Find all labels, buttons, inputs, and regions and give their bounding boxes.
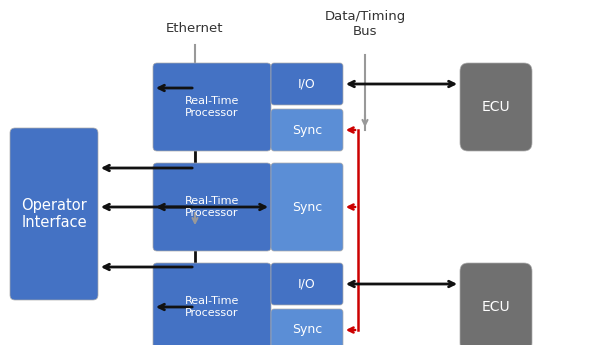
Text: ECU: ECU <box>482 100 510 114</box>
FancyBboxPatch shape <box>271 163 343 251</box>
FancyBboxPatch shape <box>460 263 532 345</box>
Text: Real-Time
Processor: Real-Time Processor <box>185 196 239 218</box>
Text: Sync: Sync <box>292 324 322 336</box>
FancyBboxPatch shape <box>271 109 343 151</box>
Text: I/O: I/O <box>298 277 316 290</box>
Text: Sync: Sync <box>292 124 322 137</box>
Text: ECU: ECU <box>482 300 510 314</box>
FancyBboxPatch shape <box>271 263 343 305</box>
FancyBboxPatch shape <box>153 163 271 251</box>
FancyBboxPatch shape <box>460 63 532 151</box>
Text: Sync: Sync <box>292 200 322 214</box>
FancyBboxPatch shape <box>153 63 271 151</box>
Text: Real-Time
Processor: Real-Time Processor <box>185 96 239 118</box>
Text: I/O: I/O <box>298 78 316 90</box>
Text: Real-Time
Processor: Real-Time Processor <box>185 296 239 318</box>
FancyBboxPatch shape <box>271 63 343 105</box>
FancyBboxPatch shape <box>153 263 271 345</box>
Text: Ethernet: Ethernet <box>166 22 224 35</box>
Text: Data/Timing
Bus: Data/Timing Bus <box>324 10 405 38</box>
FancyBboxPatch shape <box>271 309 343 345</box>
Text: Operator
Interface: Operator Interface <box>21 198 87 230</box>
FancyBboxPatch shape <box>10 128 98 300</box>
